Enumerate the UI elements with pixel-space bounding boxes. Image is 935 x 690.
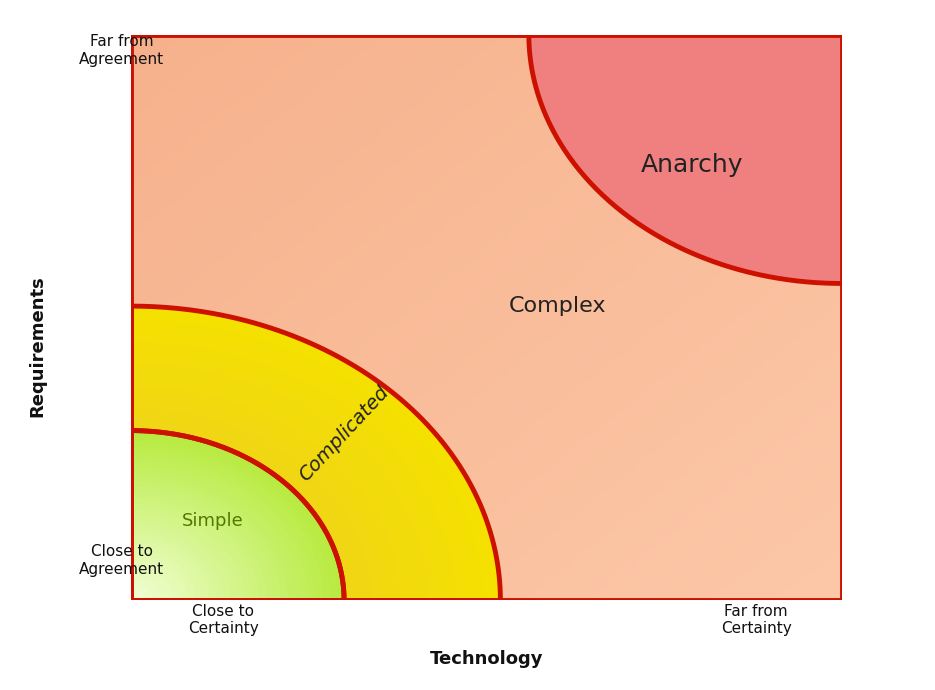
Text: Complex: Complex [509,296,606,316]
Polygon shape [131,556,186,600]
Polygon shape [131,328,473,600]
Polygon shape [131,460,307,600]
Polygon shape [131,468,297,600]
Polygon shape [131,453,316,600]
Polygon shape [131,453,316,600]
Polygon shape [131,351,445,600]
Polygon shape [131,586,150,600]
Polygon shape [131,442,330,600]
Text: Technology: Technology [429,650,543,668]
Polygon shape [131,343,454,600]
Polygon shape [131,306,500,600]
Polygon shape [131,520,233,600]
Polygon shape [131,542,205,600]
Polygon shape [131,498,259,600]
Polygon shape [131,395,390,600]
Polygon shape [131,476,287,600]
Polygon shape [131,335,464,600]
Text: Close to
Agreement: Close to Agreement [79,544,165,577]
Polygon shape [131,510,245,600]
Polygon shape [131,357,436,600]
Polygon shape [131,436,337,600]
Polygon shape [131,572,166,600]
Polygon shape [131,564,177,600]
Polygon shape [131,578,159,600]
Polygon shape [131,566,174,600]
Text: Anarchy: Anarchy [641,152,743,177]
Polygon shape [131,583,152,600]
Polygon shape [131,549,195,600]
Polygon shape [131,446,324,600]
Polygon shape [131,448,323,600]
Text: Complicated: Complicated [295,382,393,484]
Polygon shape [529,34,842,284]
Text: Far from
Agreement: Far from Agreement [79,34,165,67]
Polygon shape [131,595,138,600]
Polygon shape [131,417,362,600]
Polygon shape [131,475,288,600]
Polygon shape [131,313,491,600]
Polygon shape [131,373,417,600]
Polygon shape [131,380,408,600]
Polygon shape [131,487,273,600]
Polygon shape [131,538,209,600]
Polygon shape [131,431,343,600]
Polygon shape [131,526,223,600]
Polygon shape [131,493,266,600]
Polygon shape [131,512,242,600]
Polygon shape [131,504,252,600]
Text: Simple: Simple [181,512,243,530]
Polygon shape [131,490,269,600]
Polygon shape [131,544,202,600]
Text: Requirements: Requirements [28,275,47,417]
Polygon shape [131,578,159,600]
Polygon shape [131,431,344,600]
Polygon shape [131,533,216,600]
Polygon shape [131,593,140,600]
Polygon shape [131,321,482,600]
Polygon shape [131,387,399,600]
Text: Close to
Certainty: Close to Certainty [188,604,259,636]
Polygon shape [131,438,334,600]
Polygon shape [131,482,280,600]
Polygon shape [131,402,381,600]
Polygon shape [131,534,214,600]
Polygon shape [131,470,295,600]
Polygon shape [131,459,309,600]
Polygon shape [131,504,251,600]
Text: Far from
Certainty: Far from Certainty [721,604,792,636]
Polygon shape [131,526,223,600]
Polygon shape [131,365,426,600]
Polygon shape [131,561,180,600]
Polygon shape [131,424,352,600]
Polygon shape [131,515,237,600]
Polygon shape [131,549,194,600]
Polygon shape [131,555,188,600]
Polygon shape [131,482,279,600]
Polygon shape [131,409,371,600]
Polygon shape [131,571,168,600]
Polygon shape [131,521,230,600]
Polygon shape [131,464,301,600]
Polygon shape [131,497,260,600]
Polygon shape [131,589,145,600]
